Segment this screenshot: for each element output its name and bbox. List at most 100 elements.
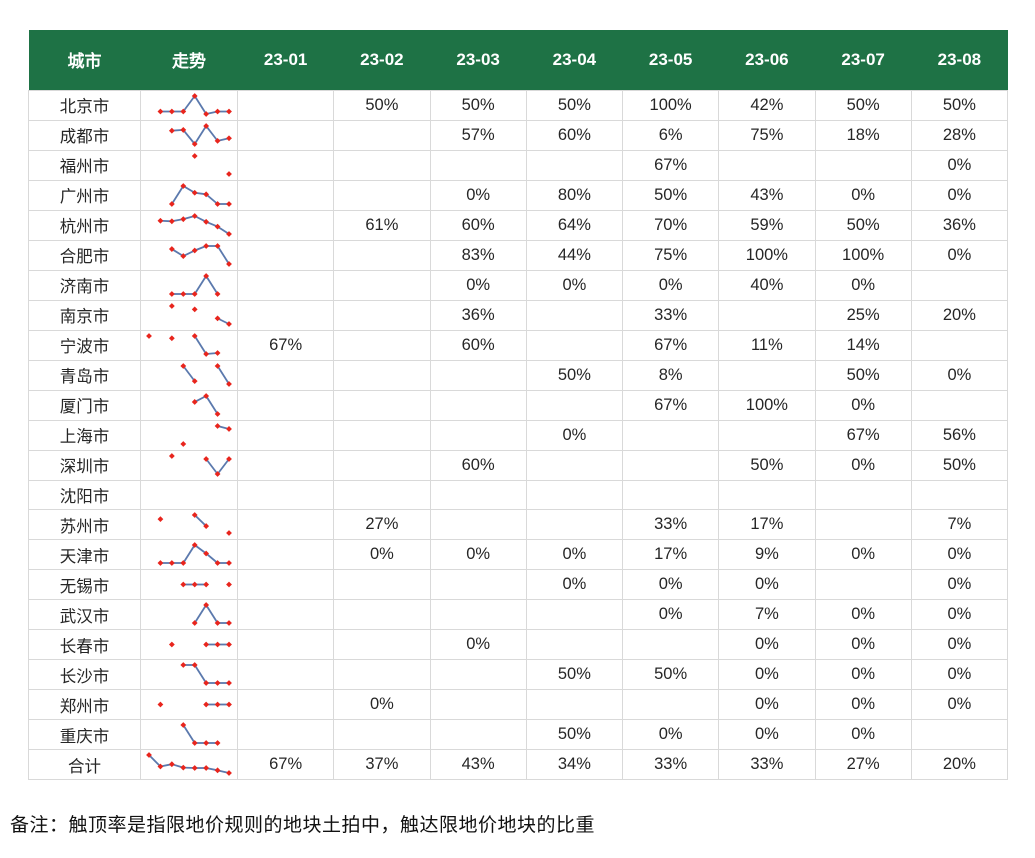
value-cell: 0% bbox=[525, 419, 624, 451]
table-row: 郑州市 0% 0% 0% 0% bbox=[28, 689, 1009, 720]
city-cell: 合计 bbox=[28, 749, 141, 780]
value-cell bbox=[814, 149, 912, 181]
city-cell: 长沙市 bbox=[28, 659, 141, 690]
value-cell: 0% bbox=[814, 389, 912, 421]
sparkline-marker bbox=[226, 530, 232, 536]
sparkline-marker bbox=[180, 290, 187, 297]
value-cell bbox=[333, 359, 431, 391]
value-cell: 20% bbox=[910, 299, 1009, 331]
value-cell bbox=[236, 89, 335, 121]
value-cell: 0% bbox=[333, 539, 431, 570]
table-row: 宁波市 67% 60% 67% 11% 14% bbox=[28, 329, 1009, 361]
value-cell: 0% bbox=[910, 179, 1009, 211]
value-cell bbox=[236, 509, 335, 540]
header-row: 城市 走势 23-01 23-02 23-03 23-04 23-05 23-06 23-07 2… bbox=[28, 30, 1008, 90]
value-cell: 0% bbox=[525, 569, 624, 600]
city-cell: 济南市 bbox=[28, 269, 141, 301]
value-cell: 0% bbox=[910, 659, 1009, 690]
sparkline-marker bbox=[180, 581, 187, 588]
value-cell bbox=[525, 299, 624, 331]
sparkline-marker bbox=[168, 290, 175, 297]
sparkline-marker bbox=[226, 641, 232, 648]
sparkline-marker bbox=[191, 92, 198, 99]
sparkline-marker bbox=[214, 410, 221, 417]
value-cell bbox=[814, 509, 912, 540]
sparkline-marker bbox=[157, 560, 164, 566]
value-cell: 0% bbox=[525, 539, 624, 570]
sparkline-marker bbox=[226, 701, 232, 708]
city-cell: 重庆市 bbox=[28, 719, 141, 750]
column-header-23-05: 23-05 bbox=[622, 30, 719, 90]
total-row: 合计 67% 37% 43% 34% 33% 33% 27% 20% bbox=[28, 749, 1009, 780]
sparkline-cell bbox=[140, 239, 238, 271]
table-row: 上海市 0% 67% 56% bbox=[28, 419, 1009, 451]
value-cell: 33% bbox=[718, 749, 816, 780]
value-cell bbox=[333, 629, 431, 660]
value-cell: 100% bbox=[621, 89, 720, 121]
value-cell: 36% bbox=[910, 209, 1009, 241]
sparkline-marker bbox=[168, 200, 175, 207]
value-cell bbox=[429, 149, 527, 181]
sparkline-marker bbox=[168, 302, 175, 309]
sparkline-cell bbox=[140, 479, 238, 510]
table-row: 武汉市 0% 7% 0% 0% bbox=[28, 599, 1009, 630]
table-row: 天津市 0% 0% 0% 17% 9% 0% 0% bbox=[28, 539, 1009, 570]
sparkline-marker bbox=[226, 680, 232, 686]
value-cell bbox=[525, 599, 624, 630]
value-cell bbox=[718, 149, 816, 181]
sparkline-chart bbox=[157, 701, 232, 708]
value-cell: 17% bbox=[718, 509, 816, 540]
value-cell: 100% bbox=[814, 239, 912, 271]
sparkline-marker bbox=[214, 740, 221, 746]
sparkline-cell bbox=[140, 419, 238, 451]
sparkline-marker bbox=[214, 223, 221, 229]
sparkline-marker bbox=[214, 242, 221, 249]
value-cell: 34% bbox=[525, 749, 624, 780]
sparkline-chart bbox=[180, 722, 221, 746]
value-cell bbox=[236, 419, 335, 451]
value-cell: 43% bbox=[429, 749, 527, 780]
value-cell bbox=[236, 659, 335, 690]
value-cell: 59% bbox=[718, 209, 816, 241]
value-cell: 33% bbox=[621, 509, 720, 540]
value-cell: 42% bbox=[718, 89, 816, 121]
city-cell: 杭州市 bbox=[28, 209, 141, 241]
value-cell bbox=[333, 149, 431, 181]
sparkline-marker bbox=[180, 722, 187, 728]
value-cell: 67% bbox=[236, 749, 335, 780]
sparkline-chart bbox=[157, 542, 232, 566]
column-header-23-08: 23-08 bbox=[911, 30, 1008, 90]
value-cell: 50% bbox=[525, 89, 624, 121]
value-cell bbox=[333, 299, 431, 331]
table-row: 青岛市 50% 8% 50% 0% bbox=[28, 359, 1009, 391]
value-cell bbox=[236, 359, 335, 391]
value-cell: 50% bbox=[525, 359, 624, 391]
value-cell bbox=[525, 689, 624, 720]
column-header-23-04: 23-04 bbox=[526, 30, 623, 90]
sparkline-marker bbox=[203, 242, 210, 249]
sparkline-marker bbox=[191, 765, 198, 771]
value-cell: 50% bbox=[814, 209, 912, 241]
value-cell bbox=[814, 479, 912, 510]
value-cell: 100% bbox=[718, 389, 816, 421]
city-cell: 上海市 bbox=[28, 419, 141, 451]
value-cell: 67% bbox=[621, 329, 720, 361]
city-cell: 青岛市 bbox=[28, 359, 141, 391]
value-cell bbox=[525, 479, 624, 510]
sparkline-cell bbox=[140, 269, 238, 301]
city-cell: 无锡市 bbox=[28, 569, 141, 600]
value-cell bbox=[525, 509, 624, 540]
sparkline-cell bbox=[140, 359, 238, 391]
value-cell: 56% bbox=[910, 419, 1009, 451]
city-cell: 沈阳市 bbox=[28, 479, 141, 510]
value-cell bbox=[621, 629, 720, 660]
sparkline-marker bbox=[214, 422, 221, 429]
city-cell: 武汉市 bbox=[28, 599, 141, 630]
table-row: 长春市 0% 0% 0% 0% bbox=[28, 629, 1009, 660]
value-cell: 0% bbox=[910, 239, 1009, 271]
value-cell bbox=[910, 329, 1009, 361]
value-cell bbox=[429, 389, 527, 421]
value-cell: 0% bbox=[814, 269, 912, 301]
sparkline-marker bbox=[226, 320, 232, 327]
sparkline-chart bbox=[168, 452, 232, 477]
